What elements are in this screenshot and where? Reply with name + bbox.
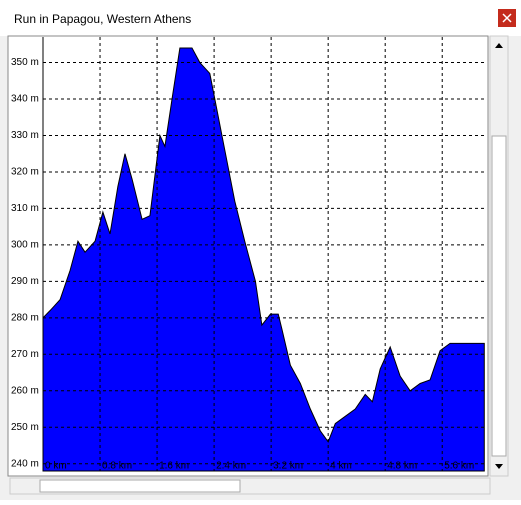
y-tick-label: 300 m	[11, 240, 39, 251]
x-tick-label: 4.8 km	[387, 461, 417, 472]
x-tick-label: 0 km	[45, 461, 67, 472]
y-tick-label: 240 m	[11, 458, 39, 469]
h-scroll-thumb[interactable]	[39, 479, 241, 493]
x-tick-label: 5.6 km	[444, 461, 474, 472]
y-tick-label: 330 m	[11, 130, 39, 141]
x-tick-label: 1.6 km	[159, 461, 189, 472]
x-tick-label: 3.2 km	[273, 461, 303, 472]
title-bar	[0, 0, 521, 36]
y-tick-label: 260 m	[11, 385, 39, 396]
y-tick-label: 310 m	[11, 203, 39, 214]
y-tick-label: 340 m	[11, 94, 39, 105]
x-tick-label: 2.4 km	[216, 461, 246, 472]
y-tick-label: 280 m	[11, 312, 39, 323]
y-tick-label: 270 m	[11, 349, 39, 360]
y-tick-label: 320 m	[11, 167, 39, 178]
elevation-area	[42, 47, 485, 472]
x-tick-label: 4 km	[330, 461, 352, 472]
close-icon	[502, 13, 512, 23]
y-tick-label: 350 m	[11, 57, 39, 68]
x-tick-label: 0.8 km	[102, 461, 132, 472]
window-title: Run in Papagou, Western Athens	[14, 12, 191, 26]
y-tick-label: 290 m	[11, 276, 39, 287]
y-tick-label: 250 m	[11, 422, 39, 433]
plot: 240 m 250 m 260 m 270 m 280 m 290 m 300 m 310 m…	[11, 37, 485, 472]
v-scroll-thumb[interactable]	[491, 135, 507, 457]
